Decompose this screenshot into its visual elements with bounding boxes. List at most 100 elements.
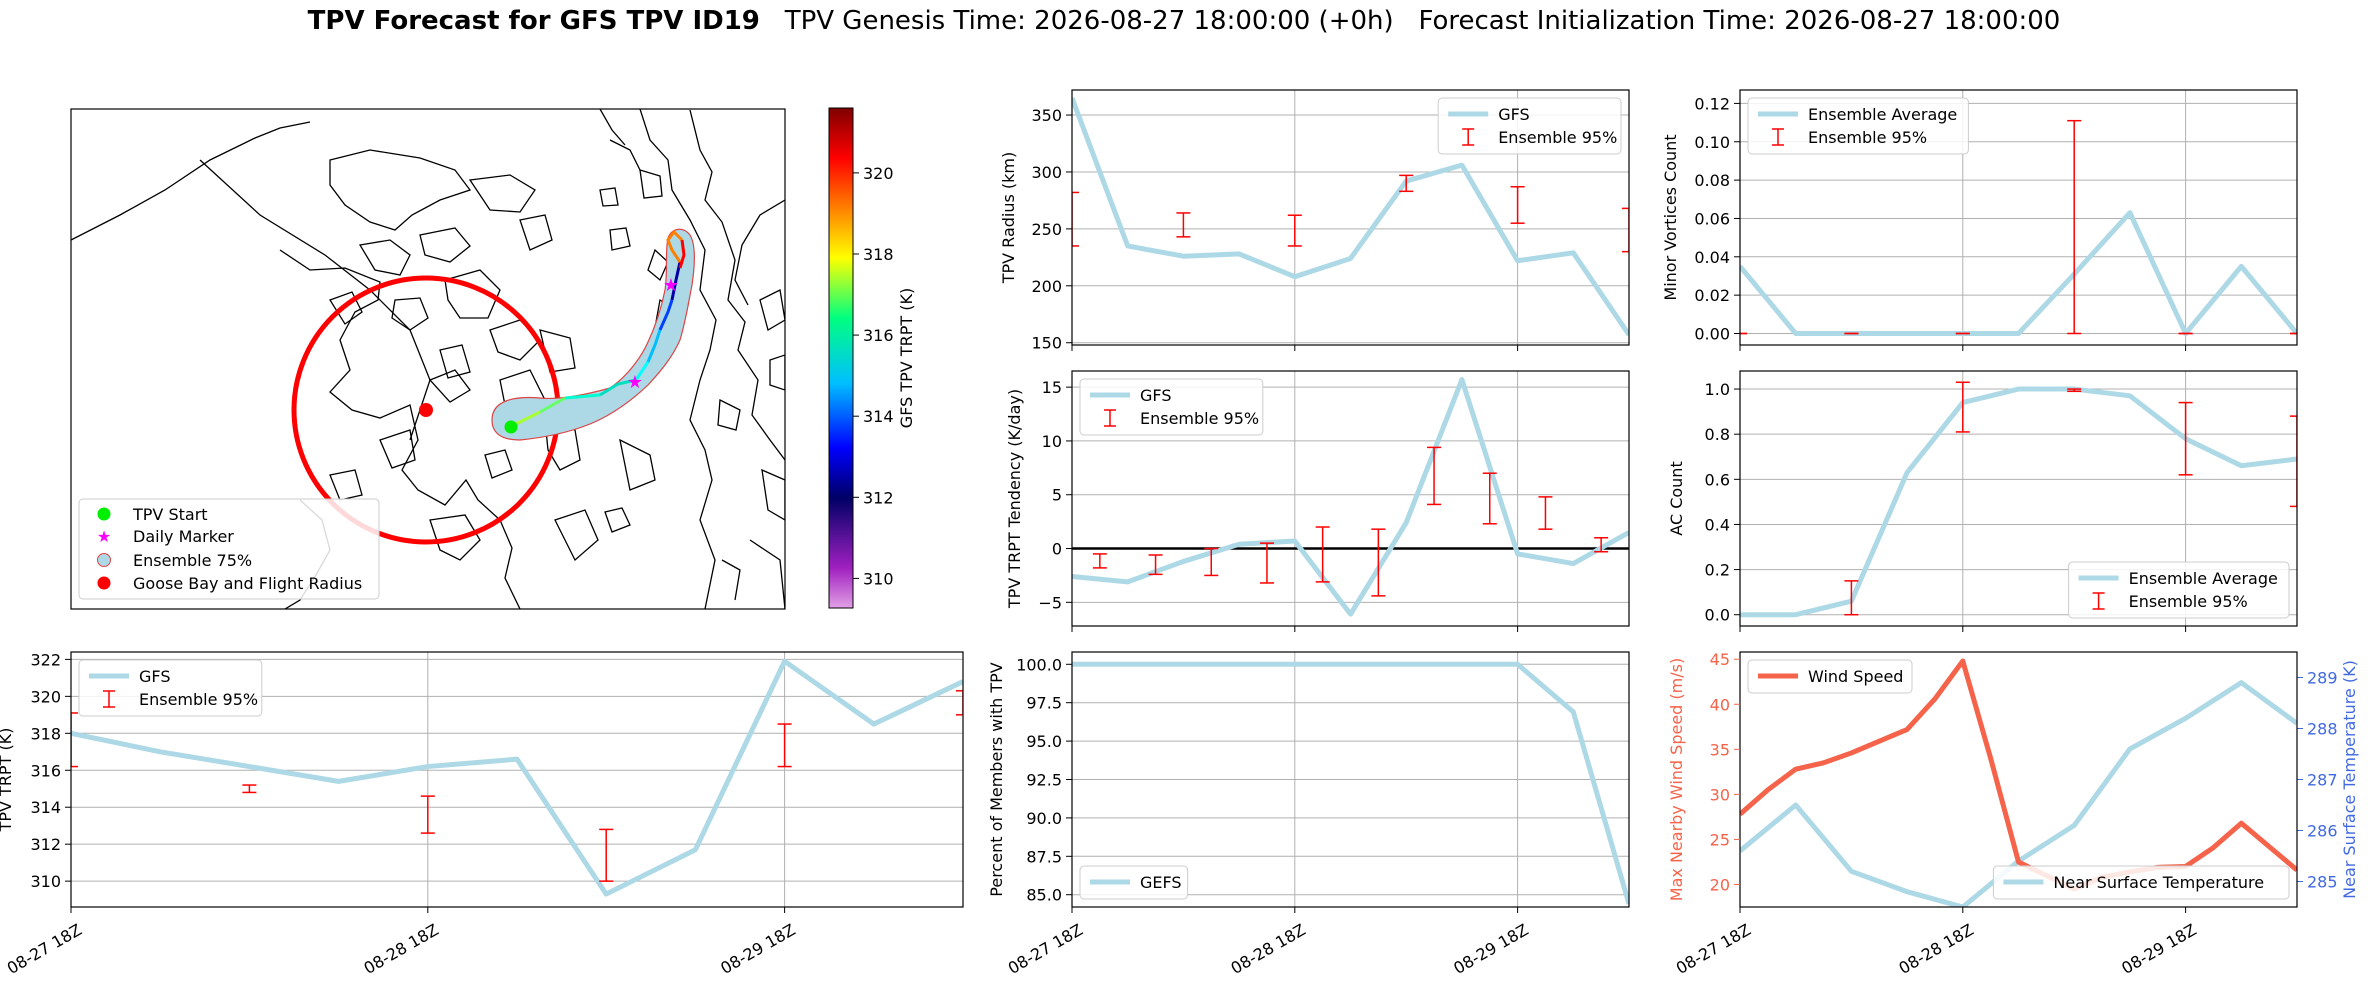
colorbar-label: GFS TPV TRPT (K): [897, 288, 916, 428]
genesis-time: TPV Genesis Time: 2026-08-27 18:00:00 (+…: [784, 6, 1394, 36]
y-tick-label: 30: [1710, 785, 1730, 804]
colorbar-tick-label: 310: [863, 569, 894, 588]
legend-label: Ensemble Average: [1808, 105, 1957, 124]
map-legend-box: [78, 498, 380, 600]
ensemble-75-area: [491, 228, 695, 441]
legend-box: [1079, 865, 1189, 900]
x-tick-label: 08-28 18Z: [361, 920, 442, 978]
legend-ensemble-icon: [97, 553, 111, 567]
y2-tick-label: 287: [2307, 771, 2338, 790]
series-line-trpt: [71, 658, 963, 897]
plot-content: [1740, 119, 2297, 336]
y-tick-label: 5: [1052, 486, 1062, 505]
series-line-percent: [1072, 661, 1629, 905]
y-tick-label: 322: [30, 650, 61, 669]
legend-label: GFS: [1498, 105, 1529, 124]
legend-box: [1747, 659, 1913, 694]
errorbar: [1399, 174, 1414, 193]
errorbar: [1482, 472, 1497, 525]
x-tick-label: 08-28 18Z: [1896, 920, 1977, 978]
chart-trpt: 310 312 314 316 318 320 322 08-27 18Z 08-28 18Z 0…: [0, 650, 964, 978]
y-tick-label: 318: [30, 724, 61, 743]
errorbar: [1259, 542, 1274, 584]
legend-start-label: TPV Start: [132, 505, 208, 524]
tpv-track: [511, 229, 686, 428]
errorbar: [420, 795, 435, 834]
legend-wind_temp: Wind Speed: [1747, 659, 1913, 694]
y-tick-label: 350: [1031, 106, 1062, 125]
figure-title: TPV Forecast for GFS TPV ID19 TPV Genesi…: [0, 6, 2368, 40]
colorbar-tick-label: 312: [863, 488, 894, 507]
plot-frame: [1739, 370, 2298, 627]
x-tick-label: 08-29 18Z: [2118, 920, 2199, 978]
y-tick-label: 87.5: [1026, 847, 1062, 866]
x-tick-label: 08-27 18Z: [1673, 920, 1754, 978]
errorbar: [1427, 446, 1442, 506]
legend-label: GFS: [1140, 386, 1171, 405]
colorbar-tick-label: 316: [863, 326, 894, 345]
chart-radius: 150 200 250 300 350 TPV Radius (km) GFS Ensembl…: [999, 89, 1630, 353]
y-tick-label: 35: [1710, 740, 1730, 759]
legend-label: Near Surface Temperature: [2053, 873, 2264, 892]
errorbar: [599, 828, 614, 882]
y-tick-label: 316: [30, 761, 61, 780]
y-tick-label: 45: [1710, 650, 1730, 669]
colorbar-tick-label: 314: [863, 407, 894, 426]
errorbar: [1072, 191, 1079, 247]
legend-label: Ensemble 95%: [139, 690, 258, 709]
y-tick-label: 0: [1052, 540, 1062, 559]
colorbar-ticks: 310 312 314 316 318 320: [853, 164, 894, 588]
daily-marker-2: ★: [663, 275, 679, 296]
legend-minor: Ensemble Average Ensemble 95%: [1747, 97, 1969, 155]
plot-content: [71, 658, 963, 897]
errorbar: [777, 723, 792, 768]
x-tick-label: 08-27 18Z: [4, 920, 85, 978]
y-tick-label: 200: [1031, 277, 1062, 296]
y-tick-label: 0.6: [1705, 470, 1730, 489]
map-legend: TPV Start ★ Daily Marker Ensemble 75% Go…: [78, 498, 380, 600]
y-tick-label: 250: [1031, 220, 1062, 239]
legend-tendency: GFS Ensemble 95%: [1079, 378, 1264, 436]
y-tick-label: 10: [1042, 432, 1062, 451]
legend-daily-icon: ★: [97, 527, 111, 546]
legend-goose-icon: [97, 576, 111, 590]
map-frame: [70, 108, 786, 610]
series-line-wind_temp: [1740, 658, 2297, 892]
y-tick-label: 310: [30, 872, 61, 891]
y-tick-label: 0.0: [1705, 606, 1730, 625]
y-tick-label: 150: [1031, 334, 1062, 353]
plot-frame: [70, 651, 964, 908]
plot-content: [1740, 658, 2297, 907]
errorbar: [1371, 528, 1386, 597]
legend-ac: Ensemble Average Ensemble 95%: [2068, 561, 2290, 619]
x-tick-label: 08-29 18Z: [717, 920, 798, 978]
errorbar: [1955, 381, 1970, 433]
errorbar: [242, 784, 257, 794]
legend-label: Ensemble 95%: [1140, 409, 1259, 428]
legend-label: Ensemble 95%: [1808, 128, 1927, 147]
errorbar: [1092, 553, 1107, 569]
y-tick-label: 314: [30, 798, 61, 817]
x-tick-label: 08-28 18Z: [1228, 920, 1309, 978]
colorbar-tick-label: 318: [863, 245, 894, 264]
plot-content: [1072, 377, 1629, 617]
legend-box: [1992, 865, 2290, 900]
errorbar: [1176, 212, 1191, 238]
y2-tick-label: 285: [2307, 873, 2338, 892]
y-tick-label: 40: [1710, 695, 1730, 714]
legend-goose-label: Goose Bay and Flight Radius: [133, 574, 362, 593]
legend-box: [2068, 561, 2290, 619]
series-line-radius: [1072, 97, 1629, 337]
figure-title-bold: TPV Forecast for GFS TPV ID19: [307, 6, 760, 36]
errorbar: [1510, 186, 1525, 224]
chart-ac: 0.0 0.2 0.4 0.6 0.8 1.0 AC Count Ensemble Avera…: [1667, 370, 2298, 632]
plot-content: [1072, 661, 1629, 905]
legend-percent: GEFS: [1079, 865, 1189, 900]
series-line-ac: [1740, 386, 2297, 618]
y2-tick-label: 286: [2307, 822, 2338, 841]
y2-tick-label: 288: [2307, 720, 2338, 739]
y2-axis-label: Near Surface Temperature (K): [2340, 660, 2359, 899]
errorbar: [1622, 207, 1629, 253]
